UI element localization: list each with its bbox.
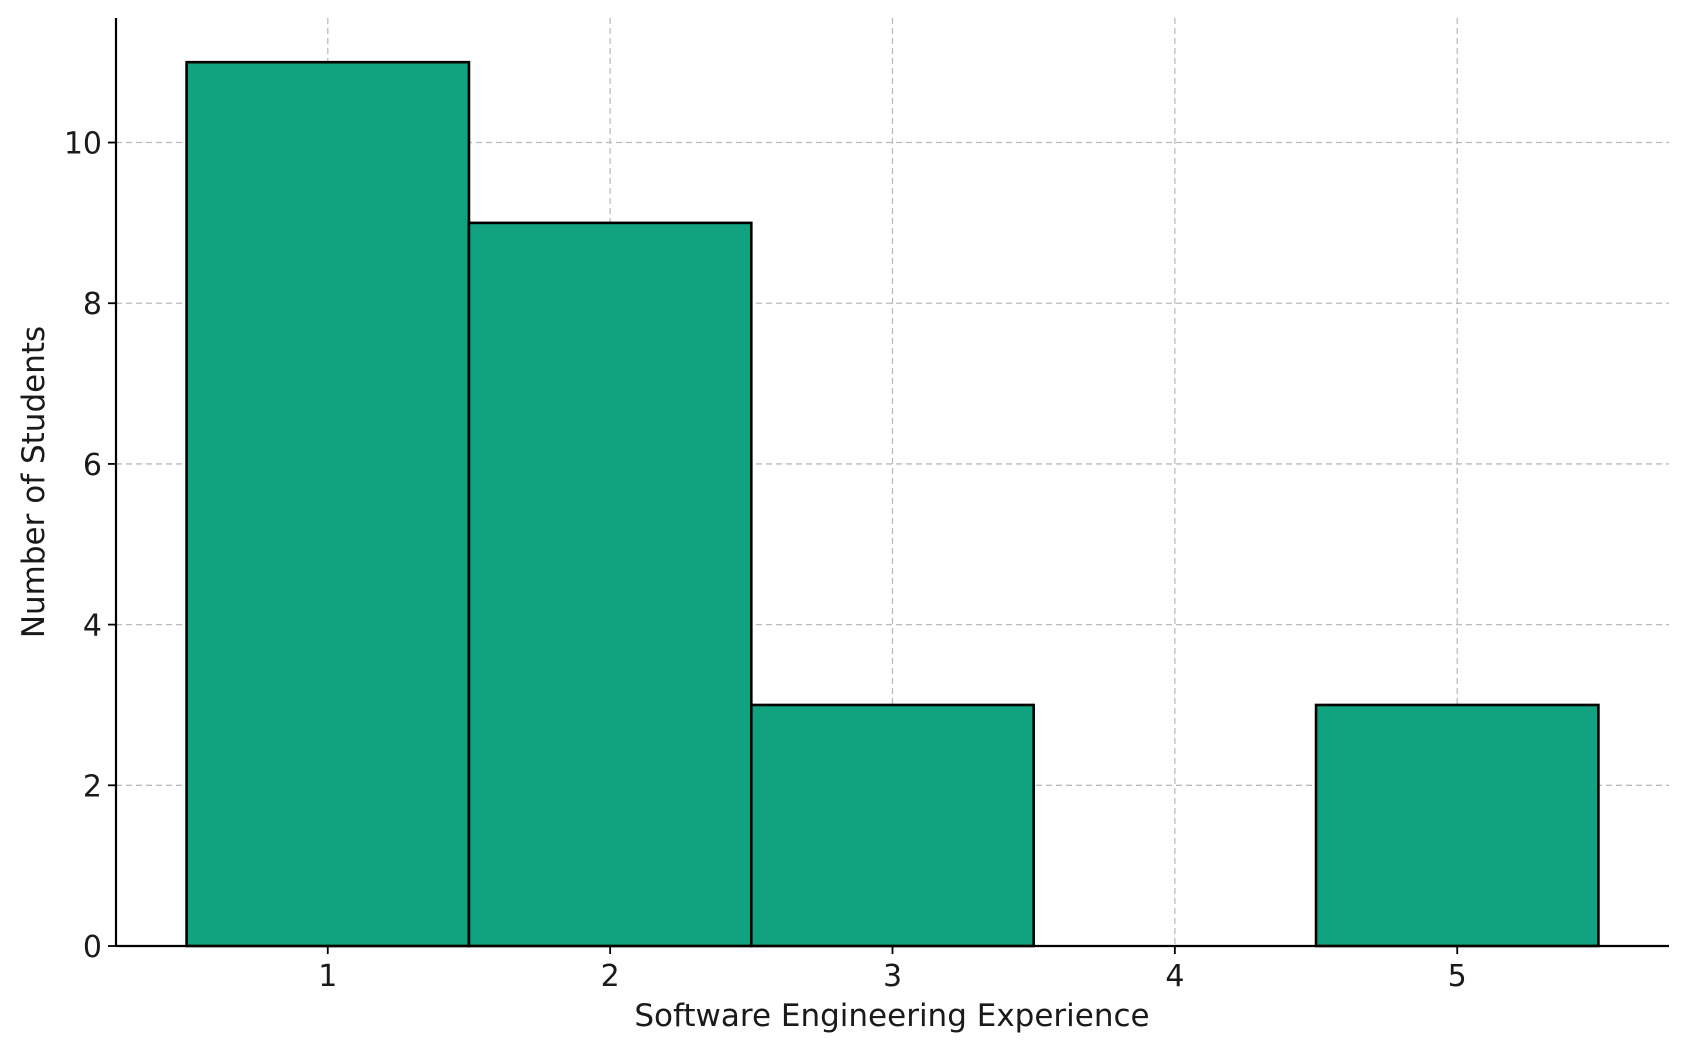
y-axis-title: Number of Students [16, 326, 52, 638]
y-tick-label: 8 [83, 287, 102, 322]
x-tick-label: 4 [1165, 959, 1184, 994]
bar-5 [1314, 703, 1600, 948]
x-axis-title: Software Engineering Experience [634, 998, 1149, 1034]
y-tick-label: 6 [83, 448, 102, 483]
x-tick-label: 5 [1448, 959, 1467, 994]
bar-2 [467, 221, 753, 948]
y-tick-label: 4 [83, 609, 102, 644]
x-ticks: 1 2 3 4 5 [318, 946, 1467, 994]
x-tick-label: 1 [318, 959, 337, 994]
y-tick-label: 0 [83, 930, 102, 965]
x-tick-label: 3 [883, 959, 902, 994]
bars [185, 60, 1600, 948]
y-ticks: 0 2 4 6 8 10 [64, 127, 116, 965]
x-tick-label: 2 [601, 959, 620, 994]
y-tick-label: 10 [64, 127, 102, 162]
bar-3 [750, 703, 1035, 948]
bar-1 [185, 60, 471, 948]
y-tick-label: 2 [83, 769, 102, 804]
